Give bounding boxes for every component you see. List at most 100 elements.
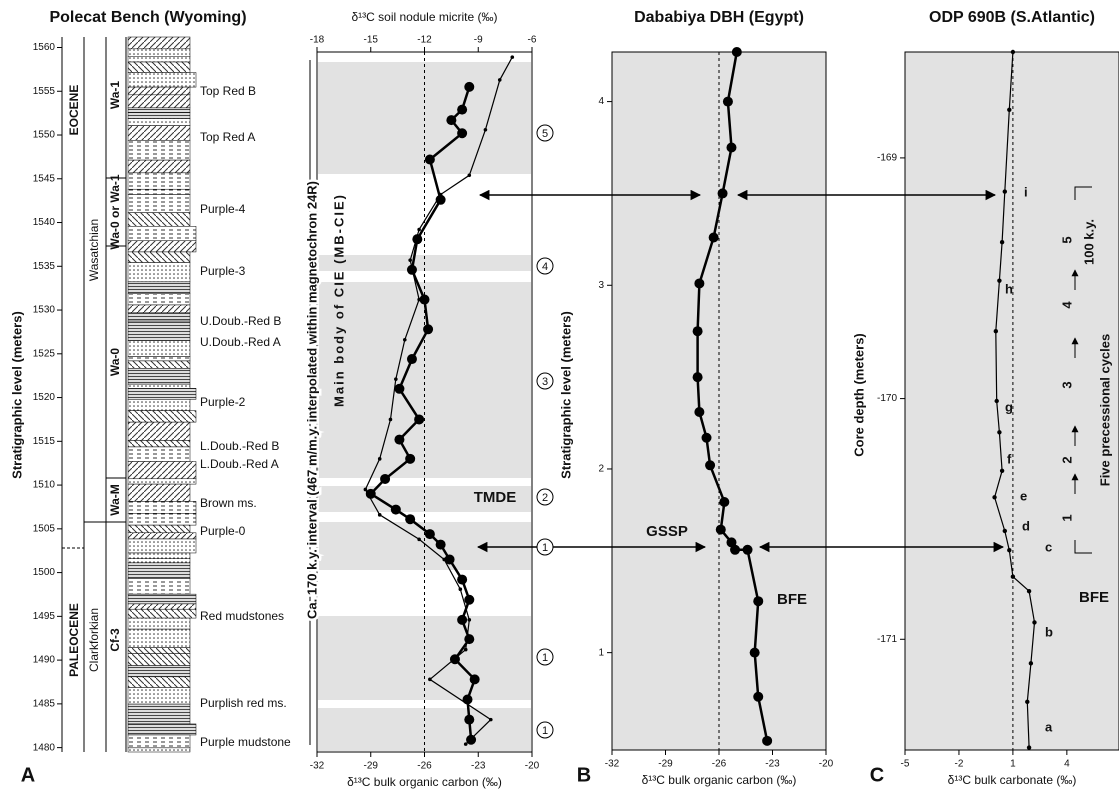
- data-point: [694, 407, 705, 418]
- cycle-label: 1: [542, 725, 548, 737]
- lithology-layer: [127, 647, 191, 654]
- data-point: [463, 742, 468, 746]
- lithology-layer: [127, 140, 191, 161]
- lithology-layer: [127, 628, 191, 648]
- cycle-label: 1: [542, 652, 548, 664]
- data-point: [994, 398, 999, 404]
- lithology-layer: [127, 734, 191, 749]
- x-tick-label: -32: [605, 759, 620, 770]
- data-point: [446, 115, 457, 126]
- cycle-number: 2: [1059, 456, 1074, 463]
- data-point: [993, 329, 999, 334]
- lithology-layer: [127, 461, 197, 480]
- data-point: [406, 354, 417, 365]
- data-point: [742, 544, 753, 555]
- stage-label: Clarkforkian: [87, 608, 101, 672]
- panel-title: Dababiya DBH (Egypt): [634, 9, 804, 26]
- lithology-layer: [127, 293, 191, 306]
- data-point: [419, 294, 430, 305]
- lithology-layer: [127, 172, 191, 190]
- lithology-layer: [127, 194, 191, 213]
- unit-label: Top Red A: [200, 130, 255, 144]
- cycle-number: 1: [1059, 514, 1074, 521]
- lithology-layer: [127, 340, 191, 357]
- cycle-label: 3: [542, 376, 548, 388]
- data-point: [365, 488, 376, 499]
- x-tick-label: -20: [819, 759, 834, 770]
- lithology-layer: [127, 723, 197, 736]
- lithology-layer: [127, 562, 191, 579]
- data-point: [377, 513, 382, 517]
- x-tick-label: -29: [658, 759, 673, 770]
- zone-label: Wa-0 or Wa-1: [108, 174, 122, 249]
- data-point: [463, 647, 468, 652]
- data-point: [469, 674, 480, 685]
- lithology-layer: [127, 240, 197, 253]
- cycle-circle: [536, 648, 554, 666]
- bracket: [1074, 540, 1092, 554]
- data-point: [457, 574, 468, 585]
- y-tick-label: -171: [877, 634, 897, 645]
- y-tick-label: 2: [598, 464, 604, 475]
- y-tick-label: 1485: [33, 699, 56, 710]
- cycle-circle: [536, 257, 554, 275]
- panel-label: B: [577, 764, 591, 786]
- data-point: [1010, 49, 1016, 55]
- lithology-layer: [127, 159, 191, 174]
- annotation: Main body of CIE (MB-CIE): [331, 193, 346, 407]
- data-point: [417, 227, 421, 232]
- lithology-layer: [127, 421, 191, 441]
- data-point: [458, 587, 463, 592]
- cycle-label: 1: [542, 542, 548, 554]
- unit-label: Purple-3: [200, 264, 246, 278]
- data-point: [388, 417, 393, 422]
- bracket: [1074, 186, 1092, 200]
- lithology-layer: [127, 226, 197, 241]
- y-tick-label: 1555: [33, 86, 56, 97]
- unit-label: Purplish red ms.: [200, 696, 287, 710]
- unit-label: Brown ms.: [200, 496, 257, 510]
- lithology-layer: [127, 446, 191, 462]
- level-label: g: [1005, 399, 1013, 414]
- data-point: [692, 326, 703, 337]
- x-tick-label: -26: [417, 761, 432, 772]
- lithology-layer: [127, 383, 191, 389]
- data-point: [726, 142, 737, 153]
- lithology-layer: [127, 478, 197, 485]
- y-axis-label: Stratigraphic level (meters): [558, 311, 573, 479]
- cycle-label: 2: [542, 492, 548, 504]
- data-point: [424, 529, 435, 540]
- lithology-layer: [127, 617, 191, 630]
- y-tick-label: 1510: [33, 480, 56, 491]
- y-axis-label: Stratigraphic level (meters): [9, 311, 24, 479]
- level-label: e: [1020, 488, 1027, 503]
- y-tick-label: 1535: [33, 261, 56, 272]
- x-axis-label: δ¹³C bulk organic carbon (‰): [642, 773, 797, 787]
- y-axis-label: Core depth (meters): [851, 333, 866, 457]
- plot-frame: [904, 51, 1119, 751]
- data-point: [402, 338, 407, 342]
- data-point: [701, 432, 712, 443]
- lithology-layer: [127, 36, 191, 50]
- x-tick-label: -23: [765, 759, 780, 770]
- data-point: [417, 537, 421, 542]
- data-point: [467, 173, 472, 178]
- data-point: [1032, 620, 1037, 625]
- lithology-layer: [127, 410, 197, 423]
- data-point: [394, 383, 405, 394]
- level-label: h: [1005, 281, 1013, 296]
- zone-label: Wa-0: [108, 348, 122, 377]
- level-label: f: [1007, 451, 1012, 466]
- data-point: [753, 691, 764, 702]
- data-point: [1028, 661, 1034, 666]
- cycle-circle: [536, 488, 554, 506]
- annotation: GSSP: [646, 523, 688, 540]
- y-tick-label: 1505: [33, 523, 56, 534]
- lithology-layer: [127, 212, 191, 227]
- lithology-layer: [127, 501, 197, 514]
- level-label: d: [1022, 518, 1030, 533]
- unit-label: Red mudstones: [200, 609, 284, 623]
- level-label: i: [1024, 184, 1028, 199]
- data-point: [1007, 107, 1012, 112]
- series-line: [364, 56, 513, 745]
